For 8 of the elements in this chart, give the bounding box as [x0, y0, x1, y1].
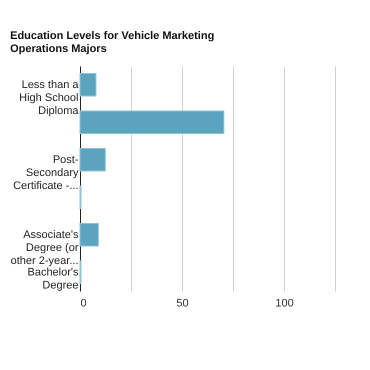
chart-title: Education Levels for Vehicle Marketing Operations Majors: [10, 30, 214, 55]
x-tick-label: 0: [80, 298, 87, 310]
x-tick-label: 100: [275, 298, 294, 310]
x-tick-label: 50: [176, 298, 189, 310]
y-tick-label: Bachelor's Degree: [27, 266, 79, 292]
y-tick-label: Less than a High School Diploma: [19, 78, 80, 117]
y-tick-label: Associate's Degree (or other 2-year...: [10, 228, 79, 267]
y-tick-label: Post-Secondary Certificate -...: [13, 154, 79, 192]
